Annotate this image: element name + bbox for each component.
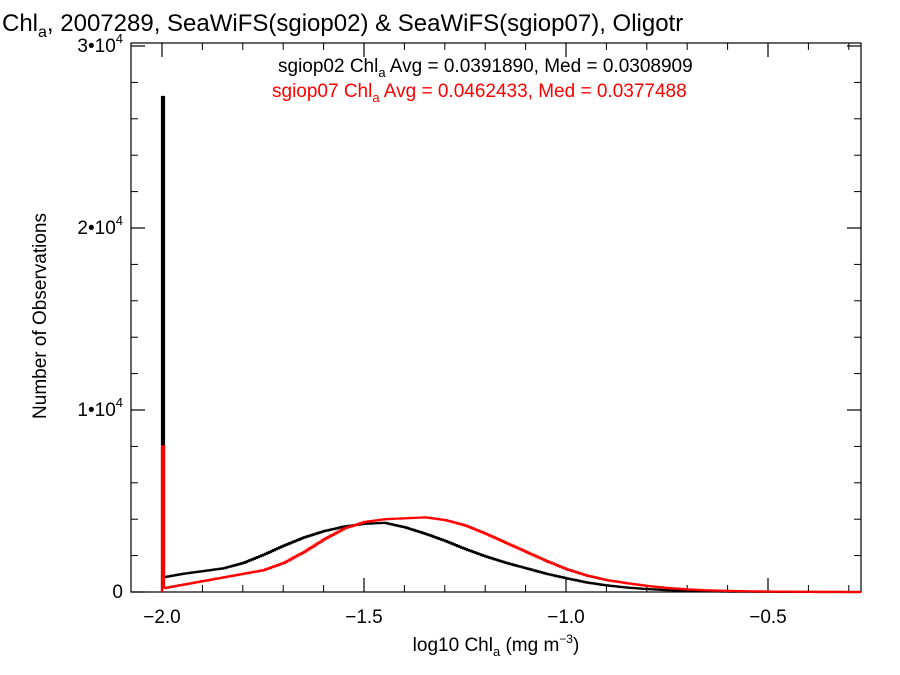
legend: sgiop02 Chla Avg = 0.0391890, Med = 0.03… [272, 56, 693, 105]
y-axis-label: Number of Observations [30, 213, 51, 419]
series-line-sgiop07 [160, 445, 861, 594]
plot-frame [130, 42, 862, 593]
y-tick-label: 2•104 [77, 213, 123, 239]
y-axis-ticks: 0 1•104 2•104 3•104 [77, 31, 861, 603]
y-tick-label: 3•104 [77, 31, 123, 57]
series-layer [160, 95, 861, 594]
x-tick-label: −0.5 [749, 607, 787, 628]
x-axis-ticks: −2.0 −1.5 −1.0 −0.5 [143, 43, 850, 628]
series-line-sgiop02 [160, 95, 861, 594]
x-tick-label: −2.0 [143, 607, 181, 628]
x-axis-label: log10 Chla (mg m−3) [413, 632, 580, 659]
chart-title: Chla, 2007289, SeaWiFS(sgiop02) & SeaWiF… [2, 10, 683, 41]
x-tick-label: −1.5 [345, 607, 383, 628]
legend-entry-sgiop02: sgiop02 Chla Avg = 0.0391890, Med = 0.03… [278, 56, 693, 80]
legend-entry-sgiop07: sgiop07 Chla Avg = 0.0462433, Med = 0.03… [272, 81, 687, 105]
x-tick-label: −1.0 [547, 607, 585, 628]
y-tick-label: 1•104 [77, 395, 123, 421]
y-tick-label: 0 [112, 582, 123, 603]
